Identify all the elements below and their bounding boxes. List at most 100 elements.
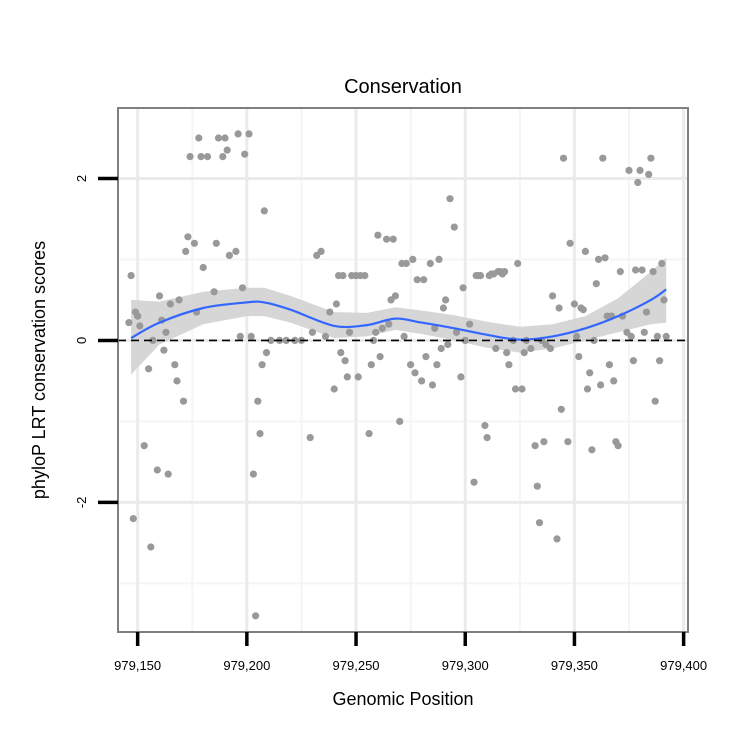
data-point: [400, 332, 408, 340]
data-point: [221, 134, 229, 142]
data-point: [614, 442, 622, 450]
data-point: [254, 397, 262, 405]
data-point: [656, 357, 664, 365]
data-point: [162, 328, 170, 336]
data-point: [173, 377, 181, 385]
data-point: [647, 154, 655, 162]
data-point: [337, 349, 345, 357]
data-point: [470, 478, 478, 486]
data-points: [125, 130, 670, 620]
data-point: [592, 280, 600, 288]
data-point: [376, 353, 384, 361]
x-tick-label: 979,400: [660, 658, 707, 673]
x-tick-label: 979,150: [114, 658, 161, 673]
data-point: [367, 361, 375, 369]
data-point: [632, 266, 640, 274]
data-point: [575, 353, 583, 361]
data-point: [651, 397, 659, 405]
data-point: [306, 434, 314, 442]
data-point: [422, 353, 430, 361]
data-point: [555, 304, 563, 312]
data-point: [383, 235, 391, 243]
data-point: [501, 268, 509, 276]
data-point: [616, 268, 624, 276]
data-point: [518, 385, 526, 393]
data-point: [511, 385, 520, 393]
data-point: [232, 247, 240, 255]
data-point: [520, 349, 528, 357]
data-point: [160, 346, 168, 354]
data-point: [339, 272, 347, 280]
data-point: [282, 336, 290, 344]
data-point: [431, 324, 439, 332]
data-point: [610, 377, 618, 385]
data-point: [627, 332, 635, 340]
data-point: [483, 434, 491, 442]
data-point: [413, 276, 421, 284]
data-point: [256, 430, 264, 438]
data-point: [182, 247, 190, 255]
data-point: [267, 336, 275, 344]
data-point: [476, 272, 485, 280]
data-point: [557, 405, 565, 413]
data-point: [166, 300, 174, 308]
data-point: [341, 357, 349, 365]
y-tick-label: 0: [74, 337, 89, 344]
smooth-line: [130, 288, 667, 341]
data-point: [225, 251, 233, 259]
data-point: [190, 239, 198, 247]
data-point: [586, 369, 594, 377]
data-point: [236, 332, 244, 340]
data-point: [658, 259, 666, 268]
smooth-line-group: [130, 288, 667, 341]
data-point: [645, 170, 653, 178]
y-tick-label: 2: [74, 175, 89, 182]
data-point: [662, 332, 670, 340]
data-point: [625, 166, 633, 174]
data-point: [426, 259, 434, 268]
data-point: [260, 207, 268, 215]
data-point: [149, 336, 157, 344]
plot-panel: [118, 108, 688, 632]
data-point: [411, 369, 419, 377]
data-point: [171, 361, 179, 369]
data-point: [439, 304, 447, 312]
data-point: [249, 470, 257, 478]
data-point: [564, 438, 572, 446]
data-point: [583, 385, 592, 393]
data-point: [638, 266, 646, 274]
data-point: [505, 361, 513, 369]
data-point: [219, 153, 227, 161]
data-point: [153, 466, 161, 474]
data-point: [599, 154, 607, 162]
data-point: [223, 146, 231, 154]
data-point: [636, 166, 644, 174]
data-point: [136, 322, 144, 330]
data-point: [588, 446, 596, 454]
data-point: [245, 130, 253, 138]
x-tick-label: 979,200: [223, 658, 270, 673]
data-point: [321, 332, 330, 340]
data-point: [186, 153, 194, 161]
data-point: [559, 154, 568, 162]
data-point: [262, 349, 271, 357]
x-tick-label: 979,250: [333, 658, 380, 673]
data-point: [238, 284, 247, 292]
data-point: [433, 361, 441, 369]
data-point: [195, 134, 203, 142]
data-point: [407, 361, 415, 369]
data-point: [597, 381, 605, 389]
data-point: [212, 239, 220, 247]
data-point: [566, 239, 574, 247]
data-point: [175, 296, 183, 304]
data-point: [553, 535, 561, 543]
data-point: [420, 276, 428, 284]
data-point: [653, 332, 662, 340]
data-point: [361, 272, 369, 280]
data-point: [459, 284, 467, 292]
x-tick-label: 979,350: [551, 658, 598, 673]
data-point: [466, 320, 474, 328]
grid-lines: [118, 108, 688, 632]
data-point: [549, 292, 557, 300]
x-tick-label: 979,300: [442, 658, 489, 673]
